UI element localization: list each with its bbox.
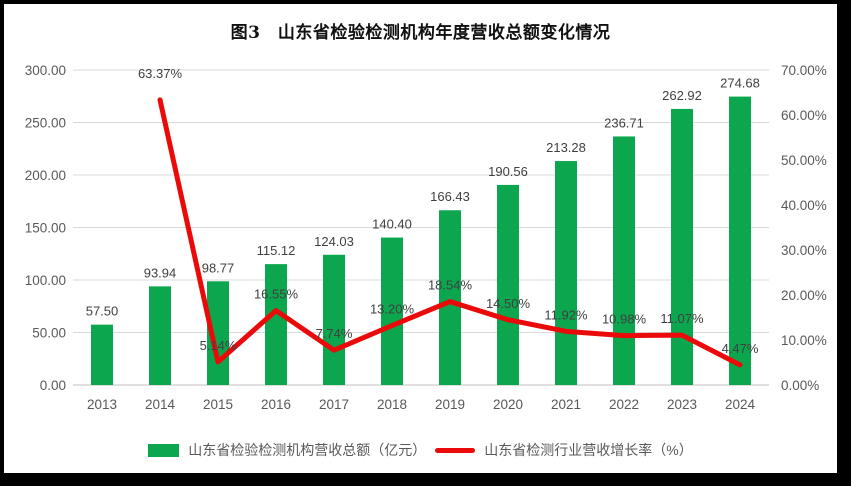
x-axis-label: 2016 (261, 397, 291, 412)
right-axis-tick: 60.00% (781, 108, 827, 123)
right-axis-tick: 70.00% (781, 63, 827, 78)
x-axis-label: 2019 (435, 397, 465, 412)
left-axis-tick: 0.00 (40, 378, 66, 393)
x-axis-label: 2015 (203, 397, 233, 412)
x-axis-label: 2023 (667, 397, 697, 412)
left-axis-tick: 200.00 (25, 168, 66, 183)
bar-value-label: 213.28 (546, 140, 586, 155)
bar (207, 281, 229, 385)
growth-value-label: 14.50% (486, 296, 531, 311)
bar (439, 210, 461, 385)
growth-value-label: 5.14% (200, 338, 237, 353)
x-axis-label: 2020 (493, 397, 523, 412)
x-axis-label: 2013 (87, 397, 117, 412)
right-axis-tick: 10.00% (781, 333, 827, 348)
bar (555, 161, 577, 385)
x-axis-label: 2018 (377, 397, 407, 412)
bar-value-label: 236.71 (604, 115, 644, 130)
growth-line (157, 97, 743, 368)
growth-value-label: 13.20% (370, 302, 415, 317)
legend-line-swatch (435, 447, 476, 453)
growth-value-label: 11.07% (660, 311, 704, 326)
bar-value-label: 140.40 (372, 217, 412, 232)
bar (671, 108, 693, 386)
right-axis-tick: 0.00% (781, 378, 819, 393)
bar (265, 264, 287, 385)
left-axis-tick: 300.00 (25, 63, 66, 78)
bar-value-label: 262.92 (662, 88, 702, 103)
bar-value-label: 98.77 (202, 260, 235, 275)
right-axis-tick: 20.00% (781, 288, 827, 303)
x-axis-label: 2017 (319, 397, 349, 412)
chart-title: 图3 山东省检验检测机构年度营收总额变化情况 (230, 23, 611, 43)
legend-line-label: 山东省检测行业营收增长率（%） (484, 442, 693, 458)
bar-value-label: 274.68 (720, 76, 760, 91)
bar (91, 324, 113, 385)
bar (613, 136, 635, 385)
bar (729, 96, 751, 385)
bar-value-label: 124.03 (314, 234, 354, 249)
x-axis-label: 2022 (609, 397, 639, 412)
chart-legend: 山东省检验检测机构营收总额（亿元） 山东省检测行业营收增长率（%） (4, 440, 837, 460)
growth-value-label: 11.92% (544, 307, 588, 322)
bar (323, 254, 345, 385)
growth-value-label: 63.37% (138, 66, 183, 81)
left-axis-tick: 250.00 (25, 116, 66, 131)
x-axis-label: 2021 (551, 397, 581, 412)
bar-value-label: 115.12 (257, 243, 296, 258)
left-axis-tick: 150.00 (25, 221, 66, 236)
legend-bar-swatch (148, 443, 180, 457)
legend-bar-label: 山东省检验检测机构营收总额（亿元） (188, 442, 427, 458)
x-axis-label: 2014 (145, 397, 176, 412)
bar-value-label: 93.94 (144, 265, 177, 280)
left-axis-tick: 50.00 (32, 326, 66, 341)
right-axis-tick: 40.00% (781, 198, 827, 213)
revenue-combo-chart: 0.00 50.00 100.00 150.00 200.00 250.00 300.00 0… (25, 63, 827, 412)
left-axis-tick: 100.00 (25, 273, 66, 288)
x-axis-label: 2024 (725, 397, 756, 412)
bar (149, 286, 171, 385)
chart-canvas: 图3 山东省检验检测机构年度营收总额变化情况 0.00 50.00 100.00 15… (4, 4, 837, 473)
bar-value-label: 166.43 (430, 189, 470, 204)
bar-value-label: 190.56 (488, 164, 528, 179)
growth-value-label: 10.98% (602, 312, 647, 327)
bar (381, 237, 403, 385)
bar-value-label: 57.50 (86, 304, 119, 319)
right-axis-tick: 50.00% (781, 153, 827, 168)
growth-value-label: 18.54% (428, 278, 473, 293)
right-axis-tick: 30.00% (781, 243, 827, 258)
growth-value-label: 16.55% (254, 287, 299, 302)
bar (497, 184, 519, 385)
growth-value-label: 7.74% (316, 326, 353, 341)
growth-value-label: 4.47% (722, 341, 759, 356)
